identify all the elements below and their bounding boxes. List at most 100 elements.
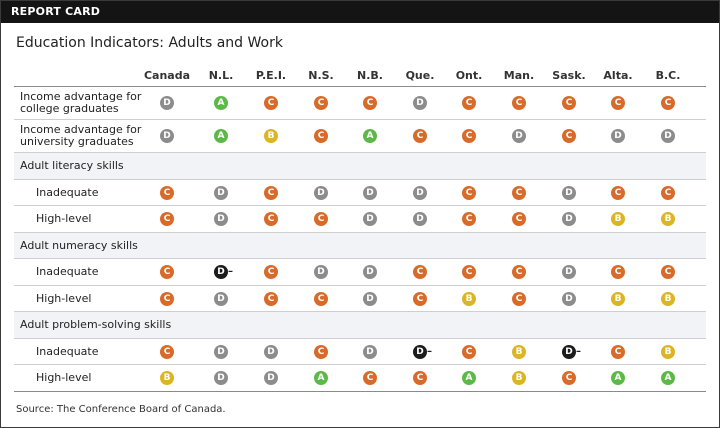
section-row: Adult numeracy skills: [14, 232, 706, 259]
grade-badge: D –: [562, 344, 581, 359]
grade-letter: D: [267, 346, 275, 357]
grade-badge: C: [264, 185, 278, 200]
grade-letter: B: [614, 214, 622, 224]
row-label: High-level: [36, 212, 92, 225]
grade-badge: B: [512, 371, 526, 385]
grade-badge: C: [661, 265, 675, 279]
row-label: Income advantage for college graduates: [20, 90, 142, 115]
grade-letter: D: [217, 267, 225, 277]
table-row: Income advantage for college graduates D A…: [14, 87, 706, 120]
grade-letter: C: [515, 293, 523, 304]
grade-letter: C: [267, 293, 275, 304]
grade-badge: B: [160, 371, 174, 385]
grade-badge: C: [264, 265, 278, 279]
grade-letter: C: [664, 267, 672, 277]
grade-letter: C: [163, 267, 171, 277]
grade-badge: C: [264, 212, 278, 226]
grade-badge: C: [363, 371, 377, 385]
grade-badge: C: [413, 291, 427, 306]
grade-badge: A: [314, 371, 328, 385]
grade-badge: C: [160, 265, 174, 279]
grade-letter: C: [317, 346, 325, 357]
grade-badge: D: [363, 265, 377, 279]
grade-badge: D: [214, 291, 228, 306]
grade-badge: C: [661, 185, 675, 200]
grade-badge: C: [562, 129, 576, 143]
grade-badge: B: [611, 291, 625, 306]
grade-letter: C: [515, 98, 523, 108]
grade-badge: D: [314, 185, 328, 200]
grade-badge: D: [214, 212, 228, 226]
grade-letter: B: [465, 293, 473, 304]
minus-sign: –: [228, 266, 233, 277]
grade-letter: D: [366, 346, 374, 357]
grade-badge: C: [314, 291, 328, 306]
grade-badge: D: [264, 371, 278, 385]
grade-letter: C: [614, 267, 622, 277]
grade-badge: C: [264, 291, 278, 306]
column-header-2: P.E.I.: [255, 69, 287, 82]
grade-letter: C: [465, 131, 473, 141]
grade-badge: C: [512, 212, 526, 226]
table-row: Inadequate C D C D D D C C D C C: [14, 180, 706, 206]
grade-badge: C: [512, 291, 526, 306]
grade-letter: B: [515, 346, 523, 357]
grade-letter: C: [317, 214, 325, 224]
grade-badge: D: [363, 212, 377, 226]
grade-badge: A: [661, 371, 675, 385]
grade-letter: C: [317, 131, 325, 141]
table-row: High-level C D C C D D C C D B B: [14, 206, 706, 233]
grade-badge: B: [611, 212, 625, 226]
grade-badge: C: [562, 371, 576, 385]
grade-badge: C: [611, 265, 625, 279]
grade-letter: B: [267, 131, 275, 141]
grade-badge: C: [462, 129, 476, 143]
grade-letter: C: [366, 98, 374, 108]
section-row: Adult problem-solving skills: [14, 312, 706, 339]
grade-letter: D: [317, 187, 325, 198]
grade-letter: C: [465, 267, 473, 277]
grade-letter: D: [217, 187, 225, 198]
grade-letter: C: [565, 98, 573, 108]
grade-badge: D –: [214, 265, 233, 279]
grade-letter: D: [317, 267, 325, 277]
grades-table: Canada N.L. P.E.I. N.S. N.B. Que. Ont. Man. Sask…: [14, 63, 706, 392]
row-label: Adult literacy skills: [20, 159, 124, 172]
grade-letter: D: [366, 293, 374, 304]
column-header-1: N.L.: [208, 69, 234, 82]
report-card-header: REPORT CARD: [1, 1, 719, 23]
grade-letter: C: [565, 131, 573, 141]
grade-letter: C: [267, 98, 275, 108]
grade-letter: D: [163, 98, 171, 108]
grade-badge: C: [363, 96, 377, 110]
grade-letter: C: [664, 98, 672, 108]
column-header-5: Que.: [405, 69, 435, 82]
grade-badge: A: [363, 129, 377, 143]
grade-badge: D: [413, 185, 427, 200]
grade-letter: D: [416, 346, 424, 357]
grade-badge: B: [661, 212, 675, 226]
grade-letter: C: [416, 131, 424, 141]
grade-letter: D: [416, 214, 424, 224]
grade-letter: C: [317, 98, 325, 108]
column-header-10: B.C.: [655, 69, 681, 82]
grade-letter: D: [217, 214, 225, 224]
grade-badge: A: [214, 129, 228, 143]
table-row: Inadequate C D – C D D C C C D C C: [14, 259, 706, 286]
grade-letter: D: [664, 131, 672, 141]
row-label: Inadequate: [36, 344, 99, 358]
grade-letter: A: [664, 373, 672, 383]
grade-badge: D: [611, 129, 625, 143]
grade-letter: A: [614, 373, 622, 383]
grade-letter: B: [664, 214, 672, 224]
grade-badge: D: [264, 344, 278, 359]
grade-letter: C: [515, 267, 523, 277]
column-header-8: Sask.: [552, 69, 586, 82]
grade-badge: C: [160, 185, 174, 200]
grade-badge: C: [160, 212, 174, 226]
grade-badge: D –: [413, 344, 432, 359]
table-row: Income advantage for university graduate…: [14, 120, 706, 153]
grade-letter: C: [163, 346, 171, 357]
row-label: Adult numeracy skills: [20, 238, 138, 252]
